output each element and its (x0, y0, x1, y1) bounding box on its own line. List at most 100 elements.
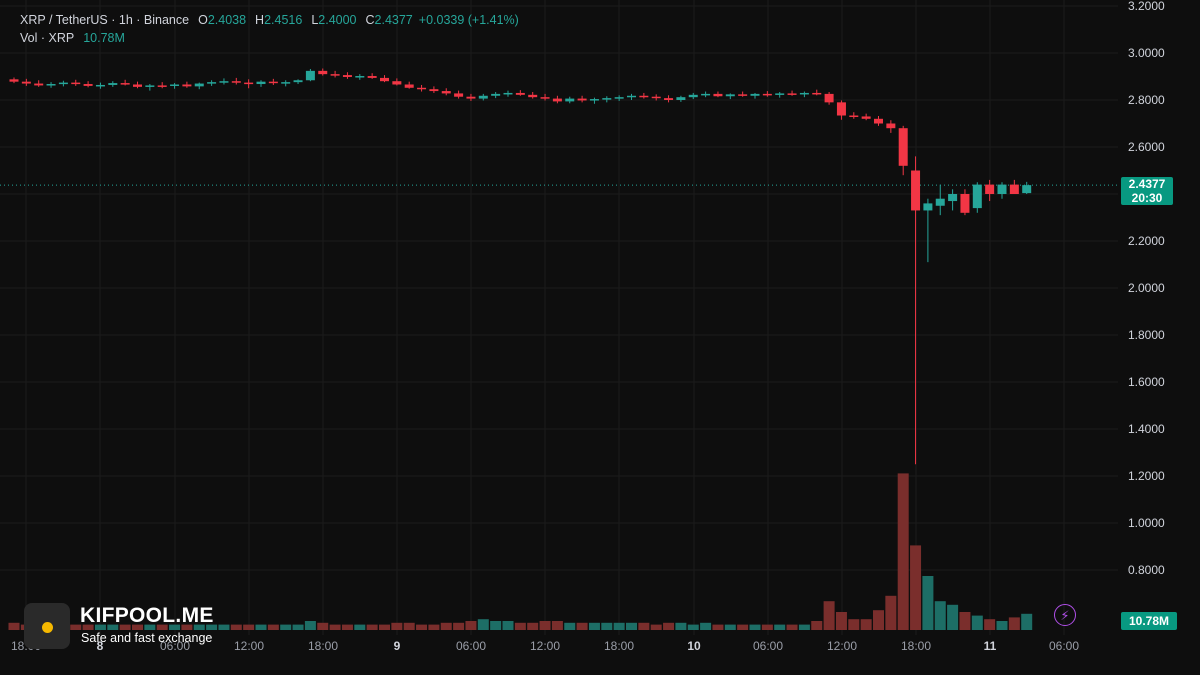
candle-body (466, 96, 476, 99)
candle-countdown: 20:30 (1131, 191, 1163, 206)
time-tick-label: 12:00 (234, 639, 264, 653)
candle-body (898, 128, 908, 166)
volume-bar (564, 622, 576, 630)
volume-bar (588, 622, 600, 630)
candle-body (602, 98, 612, 100)
candle-body (701, 93, 711, 96)
volume-bar (835, 612, 847, 630)
volume-bar (366, 624, 378, 630)
candle-body (515, 92, 525, 95)
candle-body (454, 93, 464, 97)
candle-body (170, 84, 180, 86)
volume-bar (453, 622, 465, 630)
candle-body (417, 87, 427, 90)
candle-body (812, 92, 822, 95)
candle-body (182, 84, 192, 87)
candle-body (429, 89, 439, 92)
price-tick-label: 1.2000 (1128, 469, 1165, 483)
candle-body (972, 184, 982, 209)
symbol-title[interactable]: XRP / TetherUS · 1h · Binance (20, 13, 190, 27)
candle-body (614, 97, 624, 99)
volume-bar (1008, 617, 1020, 630)
time-tick-label: 12:00 (827, 639, 857, 653)
candle-body (380, 77, 389, 82)
close-key: C (365, 13, 375, 27)
candle-body (849, 115, 859, 118)
candle-body (552, 98, 562, 102)
volume-bar (465, 621, 477, 630)
candle-body (750, 93, 760, 96)
volume-label[interactable]: Vol · XRP (20, 31, 75, 45)
candle-body (935, 198, 945, 206)
high-value: 2.4516 (264, 13, 303, 27)
volume-bar (860, 619, 872, 630)
price-tick-label: 2.8000 (1128, 93, 1165, 107)
volume-bar (761, 624, 773, 630)
volume-bar (650, 624, 662, 630)
volume-bar (984, 619, 996, 630)
volume-bar (996, 621, 1008, 630)
candle-body (133, 84, 142, 87)
candle-body (923, 203, 933, 211)
low-value: 2.4000 (318, 13, 357, 27)
volume-bar (848, 619, 860, 630)
price-tick-label: 1.0000 (1128, 516, 1165, 530)
current-volume-label: 10.78M (1121, 612, 1177, 630)
lightning-icon[interactable]: ⚡ (1054, 604, 1076, 626)
time-tick-label: 06:00 (160, 639, 190, 653)
volume-bar (811, 621, 823, 630)
candle-body (676, 97, 686, 100)
volume-bar (897, 473, 909, 630)
volume-bar (663, 622, 675, 630)
candle-body (738, 94, 748, 96)
logo-dot (42, 622, 53, 633)
volume-bar (391, 622, 403, 630)
time-tick-label: 9 (394, 639, 401, 653)
candle-body (71, 82, 81, 85)
volume-bar (70, 624, 82, 630)
candle-body (95, 84, 105, 87)
candle-body (911, 170, 921, 211)
volume-bar (910, 545, 922, 630)
candle-body (342, 75, 352, 77)
volume-bar (193, 624, 205, 630)
price-tick-label: 1.4000 (1128, 422, 1165, 436)
volume-bar (379, 624, 390, 630)
volume-bar (576, 622, 588, 630)
volume-bar (144, 624, 156, 630)
volume-bar (551, 621, 563, 630)
candle-body (824, 93, 834, 103)
low-key: L (311, 13, 319, 27)
volume-bar (329, 624, 341, 630)
candle-body (985, 184, 995, 194)
price-tick-label: 2.2000 (1128, 234, 1165, 248)
candle-body (775, 93, 785, 95)
volume-bar (490, 621, 502, 630)
watermark-tagline: Safe and fast exchange (81, 631, 213, 645)
volume-bar (428, 624, 440, 630)
volume-bar (971, 615, 983, 630)
close-value: 2.4377 (374, 13, 413, 27)
current-price-value: 2.4377 (1128, 177, 1166, 192)
time-tick-label: 11 (984, 639, 997, 653)
volume-bar (675, 622, 687, 630)
volume-bar (873, 610, 884, 630)
candle-body (108, 83, 118, 85)
volume-bar (317, 622, 329, 630)
high-key: H (255, 13, 265, 27)
candle-body (392, 81, 402, 85)
candle-body (688, 94, 698, 98)
candle-body (318, 70, 328, 75)
volume-bar (255, 624, 267, 630)
volume-bar (243, 624, 255, 630)
watermark-brand: KIFPOOL.ME (80, 604, 214, 627)
volume-bar (613, 622, 625, 630)
volume-bar (700, 622, 712, 630)
time-tick-label: 06:00 (456, 639, 486, 653)
candle-body (787, 93, 797, 95)
candle-body (948, 194, 958, 202)
volume-bar (8, 622, 20, 630)
volume-bar (280, 624, 292, 630)
volume-bar (687, 624, 699, 630)
